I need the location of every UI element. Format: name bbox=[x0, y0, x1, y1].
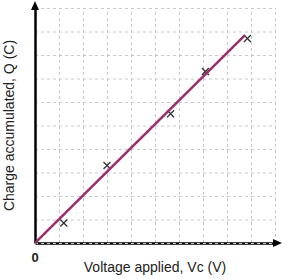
tick bbox=[35, 102, 275, 103]
grid-line bbox=[35, 243, 275, 244]
grid-line bbox=[275, 8, 276, 243]
tick bbox=[35, 196, 275, 197]
tick bbox=[35, 8, 275, 9]
tick bbox=[275, 8, 276, 243]
axis-line bbox=[34, 9, 37, 244]
grid-line bbox=[35, 173, 275, 174]
tick bbox=[35, 149, 275, 150]
x-axis-title: Voltage applied, Vc (V) bbox=[84, 259, 226, 275]
grid-line bbox=[35, 149, 275, 150]
grid-line bbox=[35, 8, 36, 243]
origin-label: 0 bbox=[31, 250, 38, 265]
tick bbox=[35, 220, 275, 221]
grid-line bbox=[35, 220, 275, 221]
grid-line bbox=[35, 55, 275, 56]
grid-line bbox=[35, 32, 275, 33]
fit-line bbox=[35, 35, 245, 243]
data-point bbox=[60, 220, 67, 227]
axis-line bbox=[36, 242, 276, 245]
tick bbox=[35, 173, 275, 174]
y-axis-title: Charge accumulated, Q (C) bbox=[1, 40, 17, 211]
axis-arrow bbox=[31, 1, 39, 10]
grid-line bbox=[35, 8, 275, 9]
tick bbox=[35, 55, 275, 56]
grid-line bbox=[35, 79, 275, 80]
tick bbox=[35, 79, 275, 80]
x-axis bbox=[36, 8, 276, 244]
axis-arrow bbox=[273, 239, 282, 247]
marks bbox=[35, 35, 251, 243]
grid-line bbox=[35, 196, 275, 197]
chart: Voltage applied, Vc (V) Charge accumulate… bbox=[0, 0, 304, 279]
tick bbox=[35, 32, 275, 33]
tick bbox=[35, 243, 275, 244]
plot bbox=[31, 1, 282, 247]
y-axis bbox=[35, 9, 275, 244]
tick bbox=[35, 8, 36, 243]
grid-line bbox=[35, 102, 275, 103]
